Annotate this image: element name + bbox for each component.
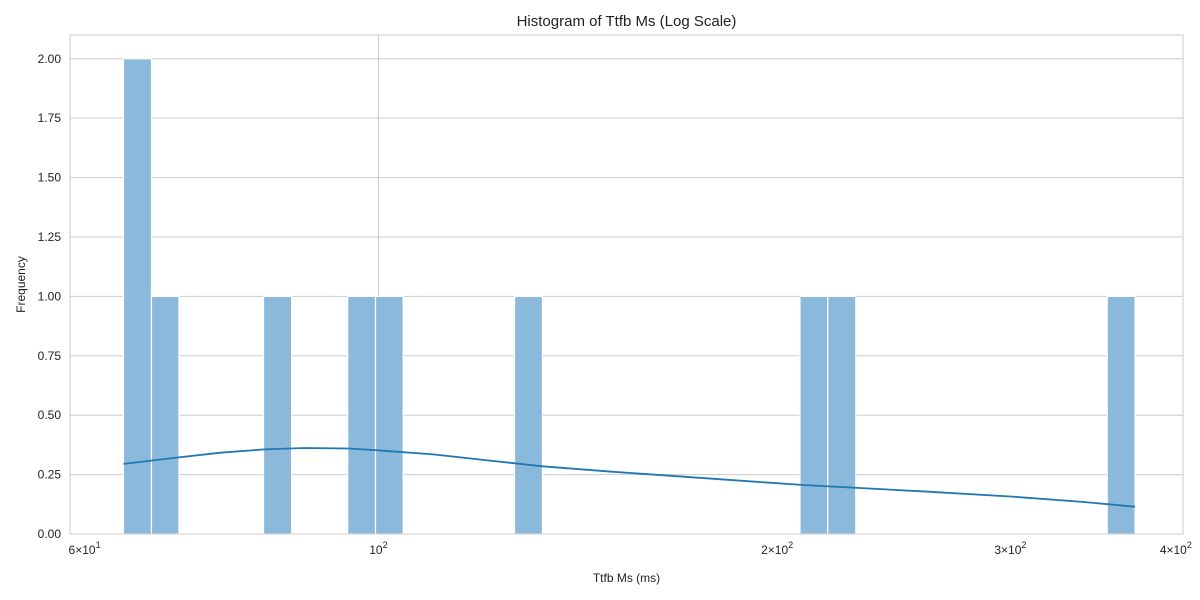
y-axis-label: Frequency (14, 256, 28, 313)
y-tick-label: 0.00 (38, 527, 62, 541)
chart-title: Histogram of Ttfb Ms (Log Scale) (517, 13, 737, 30)
y-tick-label: 1.00 (38, 289, 62, 303)
x-tick-label: 3×102 (994, 540, 1026, 557)
x-ticks: 6×101 102 2×102 3×102 4×102 (69, 540, 1192, 557)
y-tick-label: 1.75 (38, 111, 62, 125)
histogram-bar (347, 295, 377, 535)
x-tick-label: 4×102 (1160, 540, 1192, 557)
x-tick-label: 6×101 (69, 540, 101, 557)
histogram-bar (262, 295, 293, 535)
x-tick-label: 102 (369, 540, 387, 557)
histogram-bar (513, 295, 544, 535)
y-tick-label: 0.50 (38, 408, 62, 422)
grid-layer (70, 35, 1183, 535)
histogram-bar (150, 295, 180, 535)
histogram-bar (799, 295, 829, 535)
kde-curve (123, 447, 1136, 508)
kde-layer (123, 447, 1136, 508)
y-tick-label: 0.25 (38, 468, 62, 482)
histogram-bar (1106, 295, 1136, 535)
y-tick-label: 2.00 (38, 52, 62, 66)
histogram-bar (374, 295, 404, 535)
y-tick-label: 0.75 (38, 349, 62, 363)
y-ticks: 0.00 0.25 0.50 0.75 1.00 1.25 1.50 1.75 2.00 (38, 52, 62, 541)
histogram-bar (827, 295, 857, 535)
x-axis-label: Ttfb Ms (ms) (593, 571, 660, 585)
y-tick-label: 1.25 (38, 230, 62, 244)
x-tick-label: 2×102 (761, 540, 793, 557)
plot-frame (69, 34, 1184, 535)
y-tick-label: 1.50 (38, 171, 62, 185)
